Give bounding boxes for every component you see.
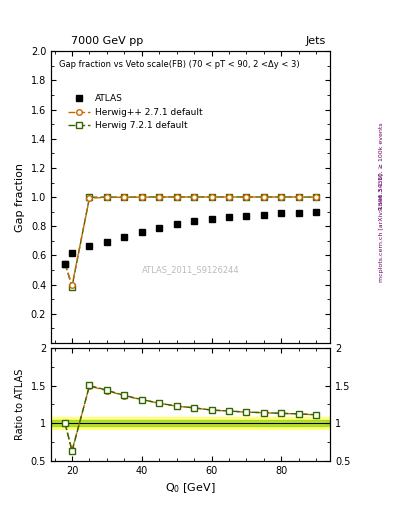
Y-axis label: Ratio to ATLAS: Ratio to ATLAS (15, 369, 25, 440)
Y-axis label: Gap fraction: Gap fraction (15, 163, 25, 231)
Text: Jets: Jets (306, 36, 326, 46)
Bar (51, 417, 330, 429)
Text: 7000 GeV pp: 7000 GeV pp (71, 36, 143, 46)
Text: Rivet 3.1.10, ≥ 100k events: Rivet 3.1.10, ≥ 100k events (379, 122, 384, 210)
Legend: ATLAS, Herwig++ 2.7.1 default, Herwig 7.2.1 default: ATLAS, Herwig++ 2.7.1 default, Herwig 7.… (64, 91, 206, 134)
Text: mcplots.cern.ch [arXiv:1306.3436]: mcplots.cern.ch [arXiv:1306.3436] (379, 174, 384, 282)
Bar (51, 420, 330, 426)
Text: Gap fraction vs Veto scale(FB) (70 < pT < 90, 2 <Δy < 3): Gap fraction vs Veto scale(FB) (70 < pT … (59, 60, 300, 69)
X-axis label: Q$_0$ [GeV]: Q$_0$ [GeV] (165, 481, 216, 495)
Text: ATLAS_2011_S9126244: ATLAS_2011_S9126244 (142, 266, 239, 274)
